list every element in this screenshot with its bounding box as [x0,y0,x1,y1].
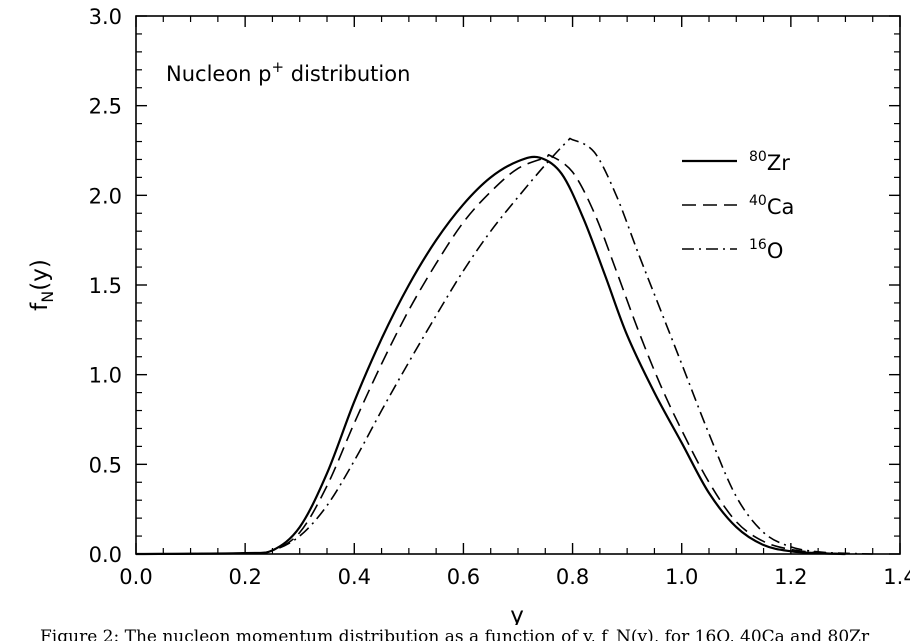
x-tick-label: 0.8 [556,565,589,589]
y-tick-label: 2.5 [89,95,122,119]
x-tick-label: 1.0 [665,565,698,589]
legend-label-16O: 16O [749,237,783,263]
legend-label-text: Zr [767,151,790,175]
annotation-main: Nucleon p [166,62,271,86]
y-axis-title-main: f [27,302,53,311]
legend-label-text: Ca [767,195,795,219]
tick-labels: 0.0 0.2 0.4 0.6 0.8 1.0 1.2 1.4 0.0 0.5 1.0 1.5 2.0 2… [89,5,910,589]
plot-annotation: Nucleon p+ distribution [166,58,410,86]
plot-frame [135,15,901,555]
y-tick-label: 2.0 [89,184,122,208]
y-axis-title: fN(y) [27,259,57,311]
legend-label-superscript: 16 [749,237,767,253]
legend: 80Zr 40Ca 16O [682,149,794,263]
annotation-superscript: + [271,58,284,76]
x-axis-title: y [510,603,524,625]
series-line-40Ca [135,154,846,555]
y-tick-label: 3.0 [89,5,122,29]
figure-caption: Figure 2: The nucleon momentum distribut… [40,627,870,641]
legend-label-text: O [767,239,784,263]
x-tick-label: 0.0 [119,565,152,589]
y-axis-title-tail: (y) [27,259,53,291]
legend-label-80Zr: 80Zr [749,149,790,175]
chart: 0.0 0.2 0.4 0.6 0.8 1.0 1.2 1.4 0.0 0.5 1.0 1.5 2.0 2… [27,5,910,625]
axis-ticks [135,15,901,555]
x-tick-label: 1.2 [774,565,807,589]
series-line-80Zr [135,155,846,556]
legend-label-40Ca: 40Ca [749,193,794,219]
legend-label-superscript: 40 [749,193,767,209]
y-tick-label: 1.5 [89,274,122,298]
y-tick-label: 0.5 [89,453,122,477]
annotation-tail: distribution [284,62,410,86]
x-tick-label: 1.4 [883,565,910,589]
legend-label-superscript: 80 [749,149,767,165]
x-tick-label: 0.4 [338,565,371,589]
x-tick-label: 0.2 [228,565,261,589]
x-axis-title-text: y [510,603,524,625]
y-axis-title-sub: N [38,291,57,303]
series-lines [135,137,873,556]
y-tick-label: 1.0 [89,364,122,388]
x-tick-label: 0.6 [447,565,480,589]
series-line-16O [135,137,873,555]
y-tick-label: 0.0 [89,543,122,567]
